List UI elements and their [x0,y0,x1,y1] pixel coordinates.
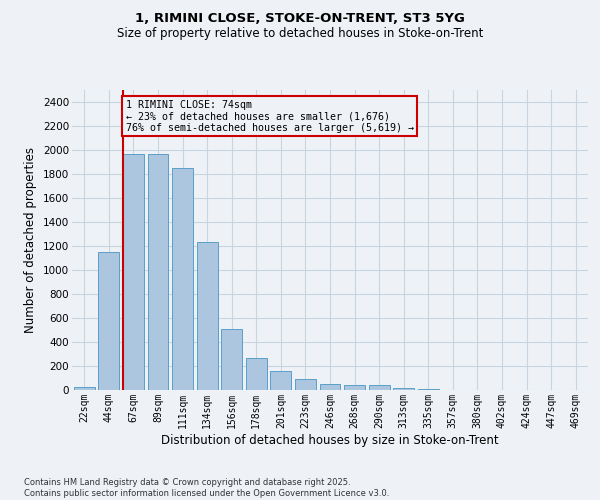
Bar [221,329,242,390]
Bar [393,388,414,390]
Bar [271,372,292,390]
Text: 1, RIMINI CLOSE, STOKE-ON-TRENT, ST3 5YG: 1, RIMINI CLOSE, STOKE-ON-TRENT, ST3 5YG [135,12,465,26]
Bar [148,154,169,390]
Bar [368,385,389,390]
Bar [197,242,218,390]
Bar [74,387,95,390]
Bar [123,154,144,390]
Bar [295,379,316,390]
Bar [172,168,193,390]
Text: 1 RIMINI CLOSE: 74sqm
← 23% of detached houses are smaller (1,676)
76% of semi-d: 1 RIMINI CLOSE: 74sqm ← 23% of detached … [126,100,414,133]
Bar [320,384,340,390]
Bar [344,385,365,390]
X-axis label: Distribution of detached houses by size in Stoke-on-Trent: Distribution of detached houses by size … [161,434,499,446]
Y-axis label: Number of detached properties: Number of detached properties [25,147,37,333]
Text: Contains HM Land Registry data © Crown copyright and database right 2025.
Contai: Contains HM Land Registry data © Crown c… [24,478,389,498]
Text: Size of property relative to detached houses in Stoke-on-Trent: Size of property relative to detached ho… [117,28,483,40]
Bar [246,358,267,390]
Bar [98,252,119,390]
